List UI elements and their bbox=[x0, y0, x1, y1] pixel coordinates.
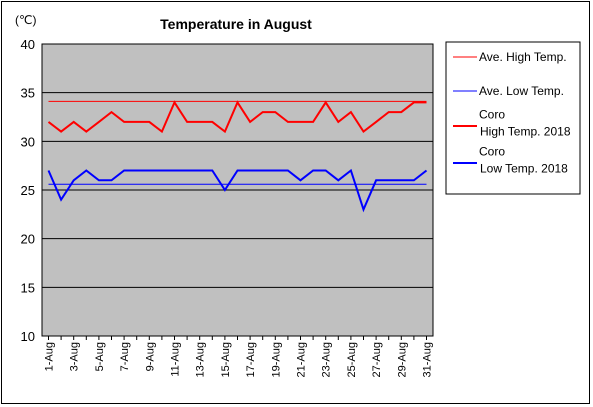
series-line-3 bbox=[47, 100, 427, 134]
legend-box bbox=[445, 41, 581, 195]
x-tick-label: 7-Aug bbox=[119, 342, 131, 371]
x-tick-label: 9-Aug bbox=[144, 342, 156, 371]
x-tick-label: 17-Aug bbox=[245, 342, 257, 377]
legend-label: High Temp. 2018 bbox=[480, 125, 571, 139]
legend-label: Coro bbox=[479, 108, 505, 122]
x-tick-label: 15-Aug bbox=[220, 342, 232, 377]
x-tick-label: 13-Aug bbox=[195, 342, 207, 377]
x-tick-label: 21-Aug bbox=[296, 342, 308, 377]
x-tick-label: 29-Aug bbox=[396, 342, 408, 377]
x-tick-label: 3-Aug bbox=[69, 342, 81, 371]
y-tick-label: 35 bbox=[21, 86, 35, 101]
y-unit-label: (℃) bbox=[15, 13, 36, 27]
x-tick-label: 5-Aug bbox=[94, 342, 106, 371]
x-tick-label: 31-Aug bbox=[422, 342, 434, 377]
x-tick-label: 19-Aug bbox=[270, 342, 282, 377]
y-tick-label: 25 bbox=[21, 183, 35, 198]
x-tick-label: 25-Aug bbox=[346, 342, 358, 377]
x-tick-label: 1-Aug bbox=[44, 342, 56, 371]
legend-label: Ave. Low Temp. bbox=[479, 84, 564, 98]
legend-label: Coro bbox=[479, 145, 505, 159]
x-tick-label: 11-Aug bbox=[170, 342, 182, 377]
y-tick-label: 40 bbox=[21, 37, 35, 52]
y-tick-label: 30 bbox=[21, 134, 35, 149]
y-tick-label: 15 bbox=[21, 280, 35, 295]
x-tick-label: 23-Aug bbox=[321, 342, 333, 377]
chart-title: Temperature in August bbox=[160, 16, 312, 32]
legend-label: Ave. High Temp. bbox=[479, 50, 567, 64]
legend-label: Low Temp. 2018 bbox=[480, 162, 568, 176]
y-tick-label: 10 bbox=[21, 329, 35, 344]
series-line-4 bbox=[47, 168, 428, 213]
x-tick-label: 27-Aug bbox=[371, 342, 383, 377]
y-tick-label: 20 bbox=[21, 232, 35, 247]
